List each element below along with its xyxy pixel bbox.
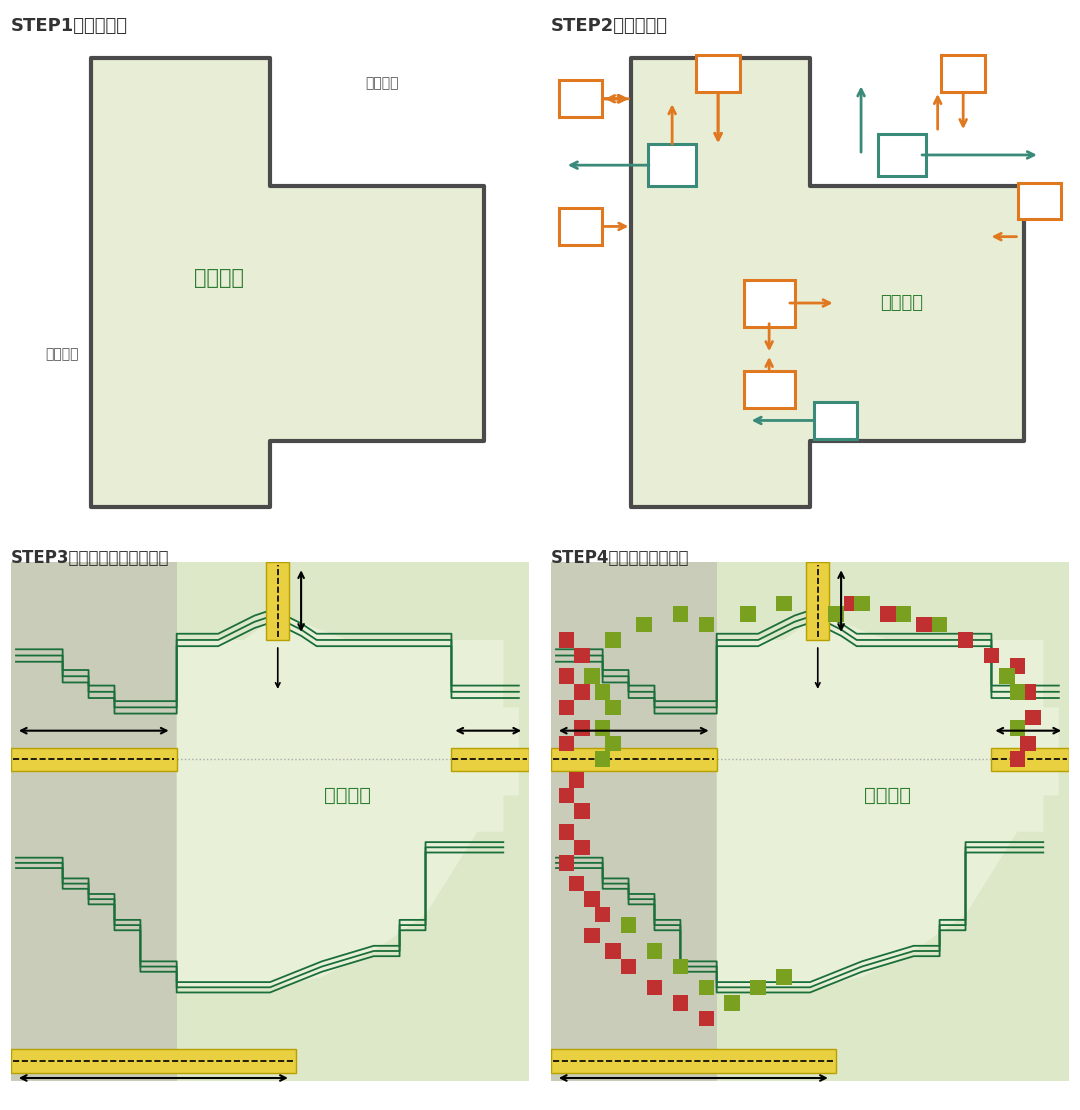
Bar: [558, 633, 575, 648]
Bar: [999, 668, 1015, 684]
Bar: [569, 876, 584, 891]
Bar: [916, 617, 932, 633]
Text: 基本农田: 基本农田: [864, 786, 912, 805]
Polygon shape: [11, 562, 177, 1081]
Text: STEP3：扩大生态绿地的边界: STEP3：扩大生态绿地的边界: [11, 549, 170, 567]
Bar: [673, 606, 688, 622]
Bar: [605, 633, 621, 648]
Bar: [843, 596, 860, 612]
Bar: [605, 736, 621, 751]
Bar: [725, 995, 740, 1010]
Bar: [984, 648, 999, 664]
Bar: [621, 917, 636, 932]
Bar: [558, 208, 602, 245]
Bar: [647, 979, 662, 995]
Bar: [991, 747, 1069, 770]
Bar: [673, 959, 688, 975]
Bar: [558, 699, 575, 715]
Bar: [699, 1010, 714, 1026]
Bar: [878, 134, 927, 175]
Bar: [777, 596, 792, 612]
Bar: [880, 606, 895, 622]
Bar: [1010, 720, 1025, 736]
Bar: [558, 788, 575, 804]
Bar: [1010, 684, 1025, 699]
Bar: [575, 839, 590, 855]
Bar: [621, 959, 636, 975]
Bar: [697, 54, 740, 92]
Text: STEP4：公共活力的集聚: STEP4：公共活力的集聚: [551, 549, 689, 567]
Polygon shape: [632, 58, 1025, 507]
Text: 基本农田: 基本农田: [324, 786, 372, 805]
Bar: [673, 995, 688, 1010]
Bar: [1010, 751, 1025, 767]
Bar: [558, 824, 575, 839]
Polygon shape: [177, 614, 518, 987]
Text: STEP1：规划用地: STEP1：规划用地: [11, 17, 127, 34]
Polygon shape: [551, 562, 717, 1081]
Bar: [777, 969, 792, 985]
Polygon shape: [717, 614, 1058, 987]
Bar: [551, 1049, 836, 1073]
Text: 基本农田: 基本农田: [880, 294, 923, 312]
Bar: [451, 747, 529, 770]
Bar: [595, 720, 610, 736]
Bar: [584, 891, 600, 907]
Bar: [740, 606, 756, 622]
Bar: [595, 751, 610, 767]
Bar: [806, 562, 829, 640]
Bar: [636, 617, 652, 633]
Bar: [895, 606, 912, 622]
Text: 基本农田: 基本农田: [194, 268, 244, 287]
Text: STEP2：镜像交织: STEP2：镜像交织: [551, 17, 667, 34]
Bar: [699, 617, 714, 633]
Bar: [699, 979, 714, 995]
Bar: [575, 804, 590, 819]
Bar: [1020, 684, 1036, 699]
Bar: [575, 684, 590, 699]
Bar: [751, 979, 766, 995]
Bar: [828, 606, 843, 622]
Bar: [11, 1049, 296, 1073]
Bar: [569, 773, 584, 788]
Bar: [605, 699, 621, 715]
Bar: [266, 562, 289, 640]
Bar: [1010, 658, 1025, 674]
Bar: [648, 144, 697, 186]
Bar: [584, 668, 600, 684]
Bar: [558, 736, 575, 751]
Bar: [558, 80, 602, 118]
Bar: [744, 280, 795, 326]
Bar: [958, 633, 973, 648]
Bar: [595, 907, 610, 922]
Bar: [814, 402, 858, 438]
Text: 建设用地: 建设用地: [366, 77, 400, 91]
Bar: [575, 720, 590, 736]
Bar: [584, 928, 600, 943]
Bar: [647, 944, 662, 959]
Bar: [1018, 182, 1062, 220]
Bar: [942, 54, 985, 92]
Bar: [932, 617, 947, 633]
Bar: [551, 747, 717, 770]
Bar: [854, 596, 869, 612]
Bar: [1025, 710, 1041, 726]
Bar: [605, 944, 621, 959]
Bar: [11, 747, 177, 770]
Polygon shape: [92, 58, 485, 507]
Bar: [575, 648, 590, 664]
Bar: [595, 684, 610, 699]
Bar: [1020, 736, 1036, 751]
Bar: [744, 372, 795, 408]
Text: 建设用地: 建设用地: [45, 347, 79, 361]
Bar: [558, 855, 575, 870]
Bar: [558, 668, 575, 684]
